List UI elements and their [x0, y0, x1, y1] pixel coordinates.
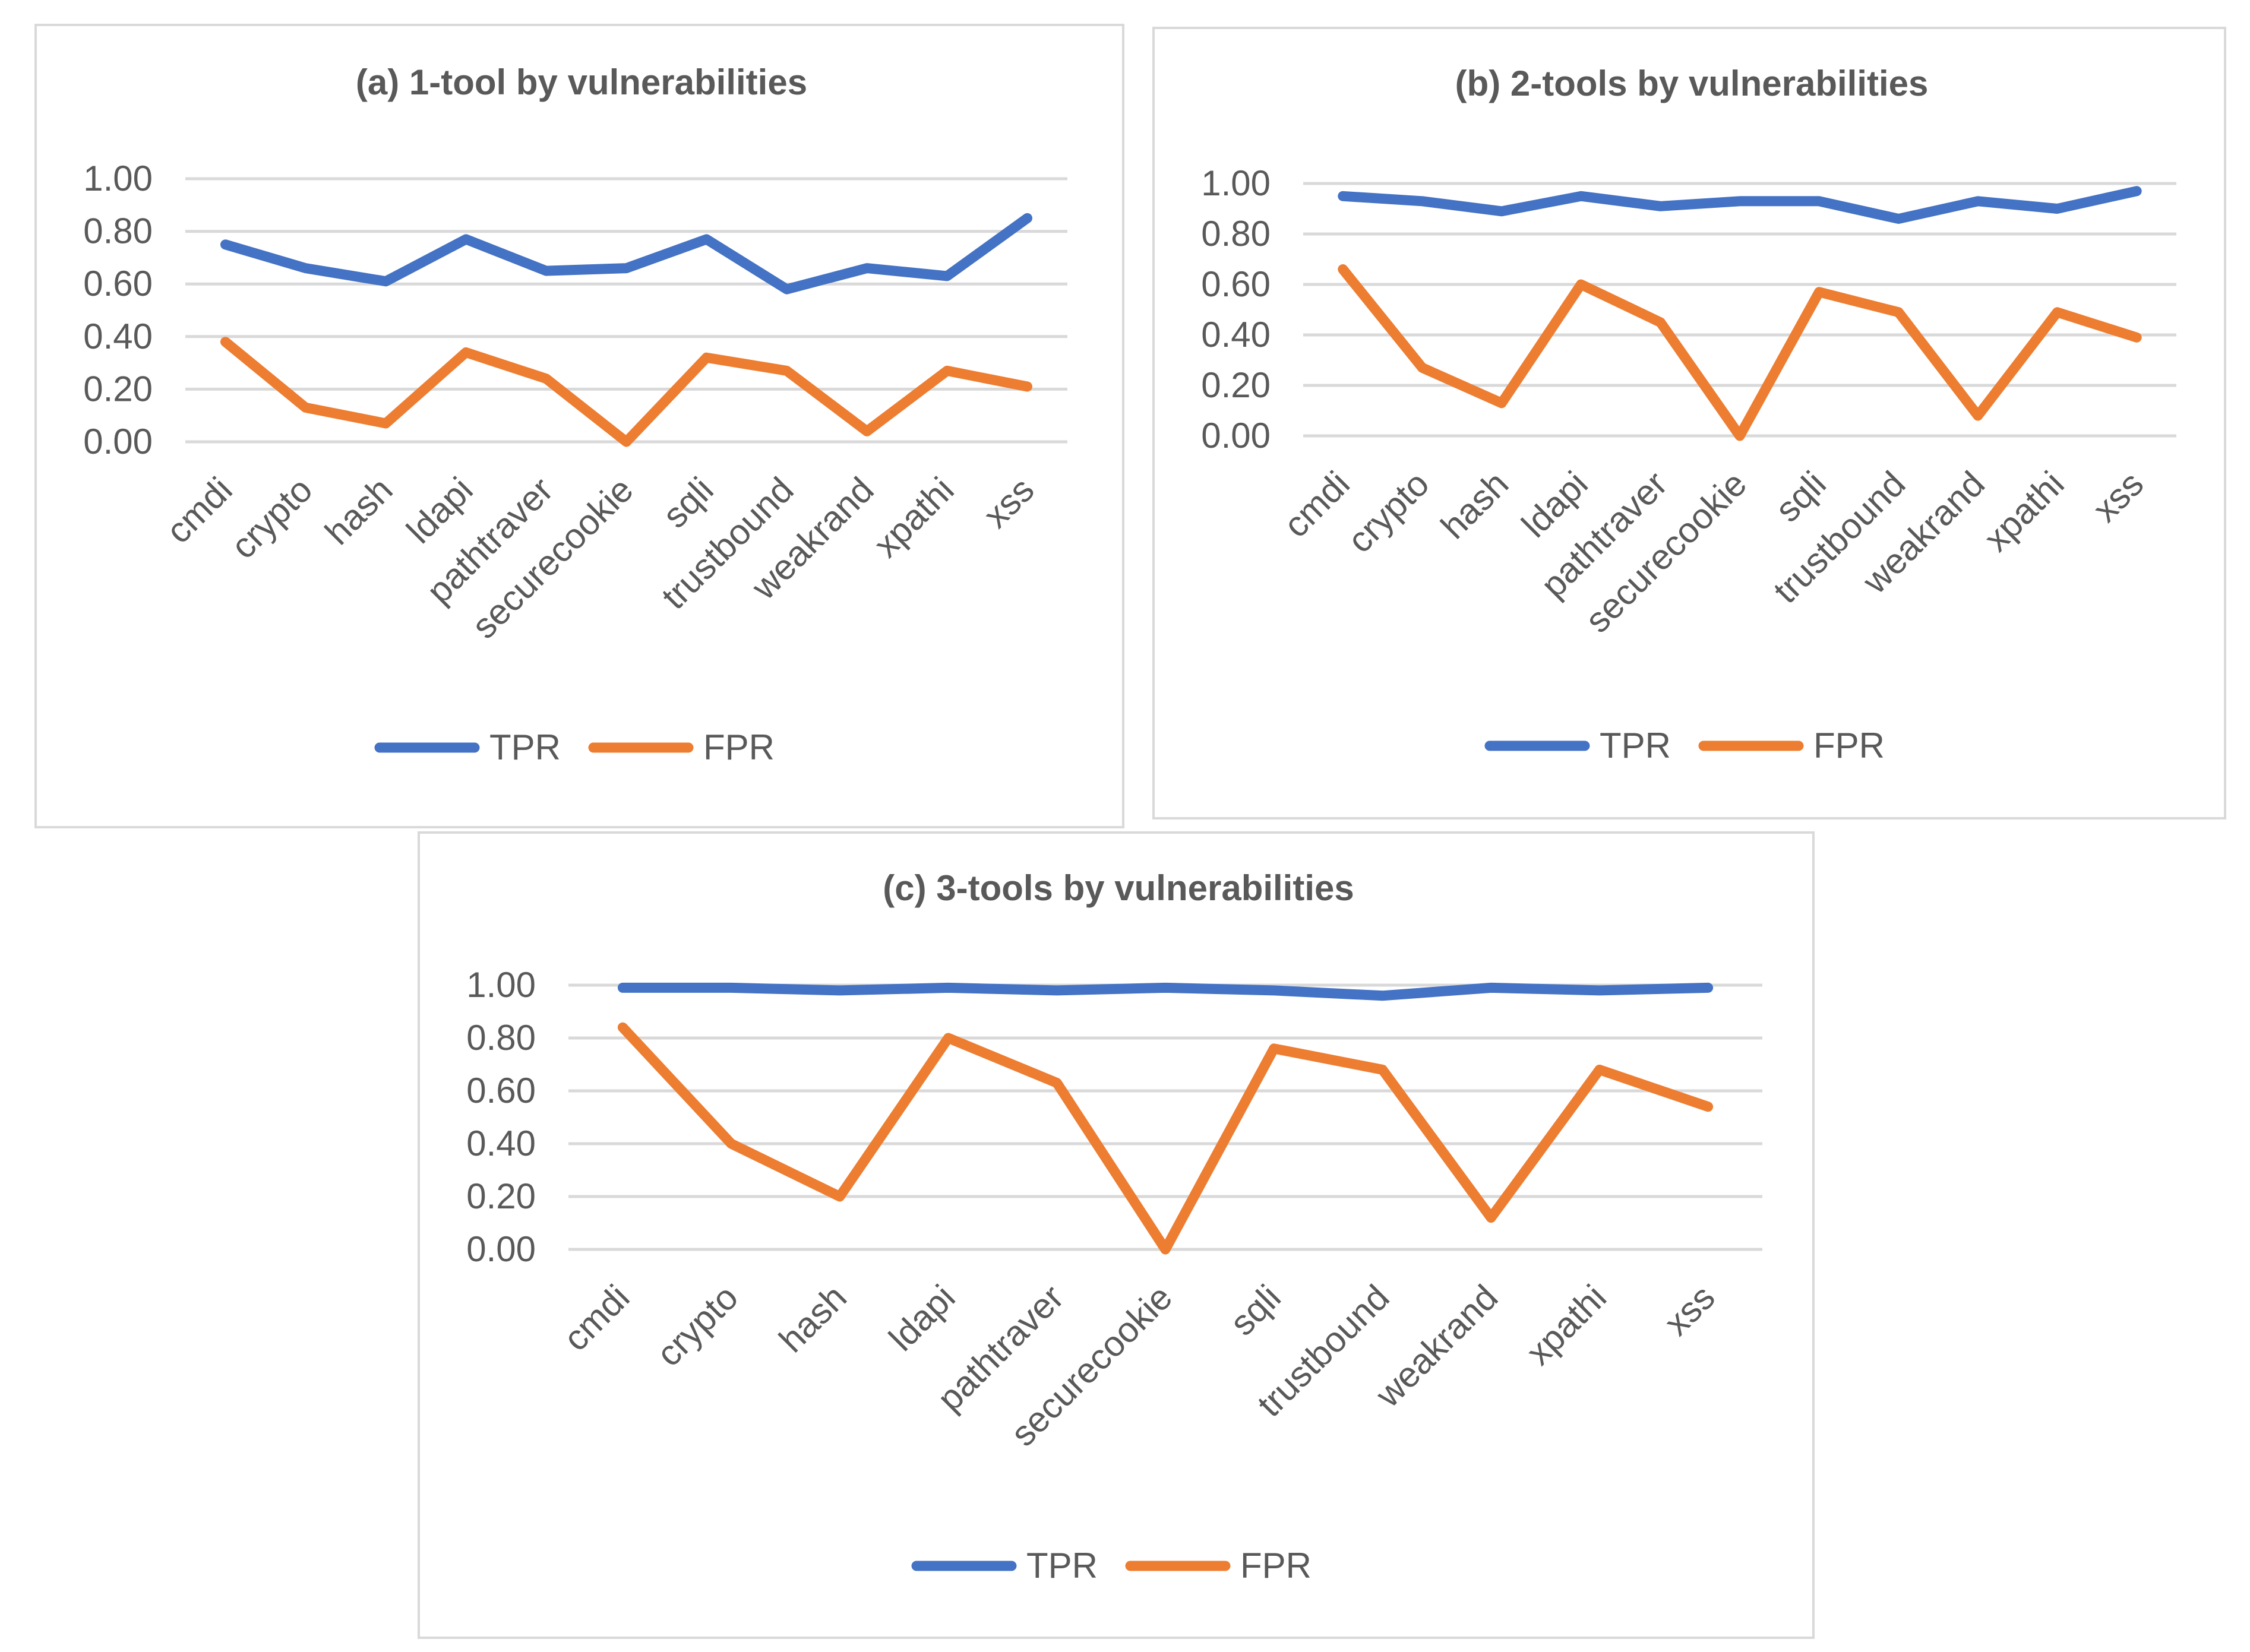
x-tick-label: crypto [1340, 464, 1437, 561]
y-tick-label: 1.00 [1201, 163, 1271, 203]
y-tick-label: 0.20 [1201, 365, 1271, 405]
chart-title: (a) 1-tool by vulnerabilities [356, 62, 807, 102]
y-tick-label: 0.40 [1201, 315, 1271, 355]
series-line-tpr [1338, 186, 2142, 224]
x-tick-label: hash [772, 1277, 854, 1360]
legend-label-fpr: FPR [1240, 1546, 1312, 1585]
x-tick-label: xpathi [866, 470, 962, 565]
chart-panel-b: (b) 2-tools by vulnerabilities 0.00 0.20 0.… [1152, 27, 2226, 819]
x-tick-label: ldapi [881, 1277, 963, 1359]
y-tick-label: 0.40 [83, 317, 153, 356]
x-tick-label: xss [1657, 1277, 1723, 1343]
y-tick-label: 0.40 [466, 1124, 536, 1163]
x-tick-label: xpathi [1976, 464, 2072, 559]
chart-title: (c) 3-tools by vulnerabilities [883, 868, 1354, 908]
chart-title: (b) 2-tools by vulnerabilities [1455, 64, 1929, 103]
x-tick-label: hash [1433, 464, 1516, 546]
series-line-fpr [617, 1022, 1714, 1255]
x-tick-label: xss [2085, 464, 2151, 530]
series-line-tpr [617, 982, 1714, 1001]
y-tick-label: 0.00 [466, 1229, 536, 1269]
chart-c: (c) 3-tools by vulnerabilities 0.00 0.20 0.… [466, 868, 1762, 1585]
y-tick-label: 0.00 [83, 422, 153, 461]
y-tick-label: 0.80 [83, 211, 153, 251]
y-tick-label: 0.20 [466, 1176, 536, 1216]
x-tick-label: crypto [649, 1277, 745, 1374]
y-tick-label: 0.60 [466, 1071, 536, 1110]
series-line-tpr [220, 213, 1032, 295]
x-tick-label: xss [976, 470, 1042, 536]
legend-label-tpr: TPR [1600, 726, 1671, 765]
series-line-fpr [1338, 264, 2142, 441]
legend-label-tpr: TPR [489, 727, 561, 767]
y-tick-label: 1.00 [83, 159, 153, 198]
y-tick-label: 0.80 [466, 1018, 536, 1058]
x-tick-label: sqli [1768, 464, 1834, 530]
x-tick-label: xpathi [1519, 1277, 1614, 1373]
legend-label-fpr: FPR [1813, 726, 1885, 765]
y-tick-label: 0.60 [1201, 264, 1271, 304]
chart-panel-a: (a) 1-tool by vulnerabilities 0.00 0.20 0.4… [34, 24, 1124, 828]
chart-panel-c: (c) 3-tools by vulnerabilities 0.00 0.20 0.… [418, 831, 1815, 1639]
y-tick-label: 1.00 [466, 965, 536, 1005]
legend-label-tpr: TPR [1026, 1546, 1098, 1585]
y-tick-label: 0.80 [1201, 214, 1271, 254]
x-tick-label: cmdi [556, 1277, 637, 1359]
series-line-fpr [220, 337, 1032, 447]
y-tick-label: 0.00 [1201, 416, 1271, 455]
y-tick-label: 0.60 [83, 264, 153, 303]
chart-b: (b) 2-tools by vulnerabilities 0.00 0.20 0.… [1201, 64, 2176, 765]
x-tick-label: sqli [1222, 1277, 1288, 1343]
legend-label-fpr: FPR [703, 727, 775, 767]
x-tick-label: hash [317, 470, 400, 552]
x-tick-label: crypto [223, 470, 320, 567]
y-tick-label: 0.20 [83, 369, 153, 409]
x-tick-label: sqli [655, 470, 721, 536]
chart-a: (a) 1-tool by vulnerabilities 0.00 0.20 0.4… [83, 62, 1067, 767]
